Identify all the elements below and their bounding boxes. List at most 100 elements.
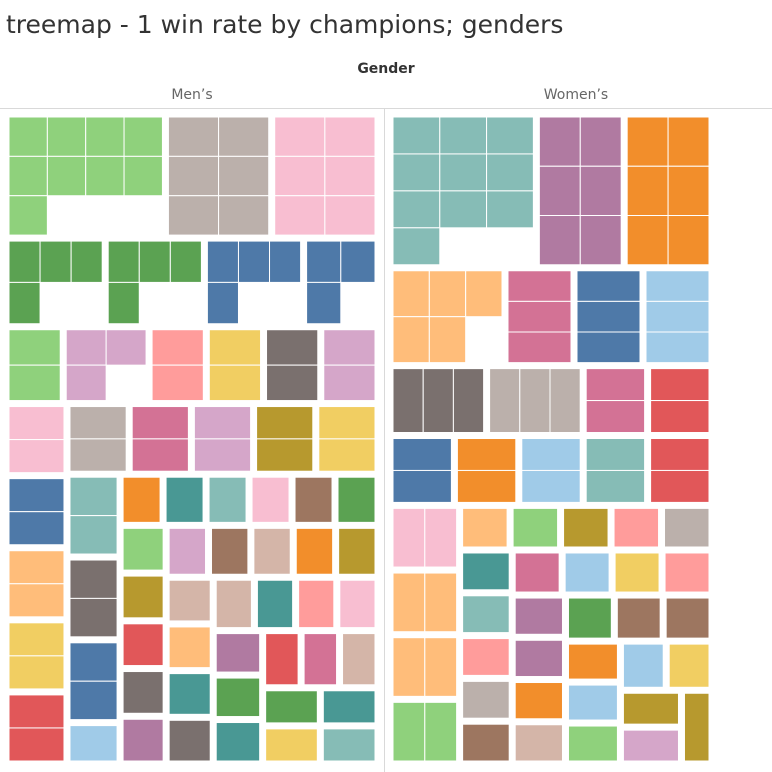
treemap-group[interactable] xyxy=(489,368,581,433)
treemap-cell[interactable] xyxy=(105,329,147,366)
treemap-cell[interactable] xyxy=(538,165,581,216)
treemap-cell[interactable] xyxy=(122,476,161,523)
treemap-group[interactable] xyxy=(215,633,261,673)
treemap-cell[interactable] xyxy=(303,633,338,686)
treemap-cell[interactable] xyxy=(424,701,458,762)
treemap-cell[interactable] xyxy=(123,116,163,157)
treemap-cell[interactable] xyxy=(8,406,65,441)
treemap-cell[interactable] xyxy=(650,438,710,471)
treemap-cell[interactable] xyxy=(538,116,581,167)
treemap-cell[interactable] xyxy=(521,469,581,503)
treemap-group[interactable] xyxy=(69,559,118,638)
treemap-cell[interactable] xyxy=(218,116,270,157)
treemap-group[interactable] xyxy=(266,329,319,402)
treemap-cell[interactable] xyxy=(269,240,302,283)
treemap-group[interactable] xyxy=(208,329,262,402)
treemap-cell[interactable] xyxy=(576,270,641,302)
treemap-group[interactable] xyxy=(168,527,207,575)
treemap-cell[interactable] xyxy=(122,575,164,619)
treemap-group[interactable] xyxy=(8,240,103,325)
treemap-group[interactable] xyxy=(514,639,563,678)
treemap-cell[interactable] xyxy=(338,527,376,575)
treemap-cell[interactable] xyxy=(392,116,441,155)
treemap-cell[interactable] xyxy=(563,507,609,548)
treemap-group[interactable] xyxy=(462,680,510,719)
treemap-cell[interactable] xyxy=(486,153,534,192)
treemap-cell[interactable] xyxy=(452,368,485,433)
treemap-cell[interactable] xyxy=(211,527,249,575)
treemap-group[interactable] xyxy=(613,507,660,548)
treemap-group[interactable] xyxy=(69,406,127,472)
treemap-cell[interactable] xyxy=(392,701,426,762)
treemap-cell[interactable] xyxy=(8,155,48,197)
treemap-cell[interactable] xyxy=(193,438,252,472)
treemap-cell[interactable] xyxy=(8,622,65,657)
treemap-group[interactable] xyxy=(664,552,710,593)
treemap-cell[interactable] xyxy=(8,364,61,402)
treemap-group[interactable] xyxy=(567,643,618,680)
treemap-cell[interactable] xyxy=(131,438,189,472)
treemap-cell[interactable] xyxy=(622,692,679,725)
treemap-cell[interactable] xyxy=(667,116,710,167)
treemap-group[interactable] xyxy=(298,579,335,629)
treemap-group[interactable] xyxy=(265,728,318,762)
treemap-cell[interactable] xyxy=(486,116,534,155)
treemap-cell[interactable] xyxy=(462,507,508,548)
treemap-cell[interactable] xyxy=(683,692,710,762)
treemap-cell[interactable] xyxy=(392,227,441,266)
treemap-group[interactable] xyxy=(167,116,270,236)
treemap-group[interactable] xyxy=(462,595,510,634)
treemap-cell[interactable] xyxy=(613,507,660,548)
treemap-cell[interactable] xyxy=(567,597,612,639)
treemap-group[interactable] xyxy=(8,622,65,690)
treemap-group[interactable] xyxy=(208,476,247,523)
treemap-group[interactable] xyxy=(8,116,163,236)
treemap-cell[interactable] xyxy=(549,368,581,433)
treemap-cell[interactable] xyxy=(69,406,127,440)
treemap-group[interactable] xyxy=(564,552,610,593)
treemap-cell[interactable] xyxy=(8,281,41,325)
treemap-cell[interactable] xyxy=(616,597,661,639)
treemap-cell[interactable] xyxy=(318,438,376,472)
treemap-group[interactable] xyxy=(456,438,517,503)
treemap-cell[interactable] xyxy=(218,195,270,236)
treemap-cell[interactable] xyxy=(274,195,326,236)
treemap-cell[interactable] xyxy=(8,116,48,157)
treemap-group[interactable] xyxy=(339,579,376,629)
treemap-cell[interactable] xyxy=(576,300,641,333)
treemap-cell[interactable] xyxy=(614,552,660,593)
treemap-cell[interactable] xyxy=(428,270,467,318)
treemap-group[interactable] xyxy=(8,550,65,618)
treemap-cell[interactable] xyxy=(46,116,87,157)
treemap-group[interactable] xyxy=(251,476,290,523)
treemap-group[interactable] xyxy=(206,240,302,325)
treemap-cell[interactable] xyxy=(107,281,140,325)
treemap-cell[interactable] xyxy=(167,116,220,157)
treemap-cell[interactable] xyxy=(256,406,314,440)
treemap-group[interactable] xyxy=(337,476,376,523)
treemap-group[interactable] xyxy=(215,579,252,629)
treemap-group[interactable] xyxy=(168,719,211,762)
treemap-group[interactable] xyxy=(8,406,65,474)
treemap-cell[interactable] xyxy=(8,655,65,690)
treemap-cell[interactable] xyxy=(645,331,710,364)
treemap-group[interactable] xyxy=(8,329,61,402)
treemap-cell[interactable] xyxy=(8,195,48,236)
treemap-cell[interactable] xyxy=(8,583,65,618)
treemap-group[interactable] xyxy=(392,116,534,266)
treemap-group[interactable] xyxy=(622,643,664,688)
treemap-cell[interactable] xyxy=(218,155,270,197)
treemap-group[interactable] xyxy=(392,701,458,762)
treemap-cell[interactable] xyxy=(253,527,291,575)
treemap-cell[interactable] xyxy=(8,240,41,283)
treemap-group[interactable] xyxy=(622,692,679,725)
treemap-group[interactable] xyxy=(265,690,318,724)
treemap-cell[interactable] xyxy=(265,690,318,724)
treemap-group[interactable] xyxy=(322,690,376,724)
treemap-cell[interactable] xyxy=(585,400,646,434)
treemap-group[interactable] xyxy=(650,438,710,503)
treemap-group[interactable] xyxy=(256,579,294,629)
treemap-cell[interactable] xyxy=(295,527,334,575)
treemap-cell[interactable] xyxy=(514,597,563,635)
treemap-cell[interactable] xyxy=(85,116,125,157)
